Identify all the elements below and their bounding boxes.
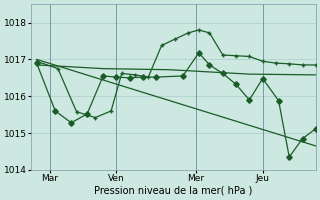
X-axis label: Pression niveau de la mer( hPa ): Pression niveau de la mer( hPa ) bbox=[94, 186, 253, 196]
